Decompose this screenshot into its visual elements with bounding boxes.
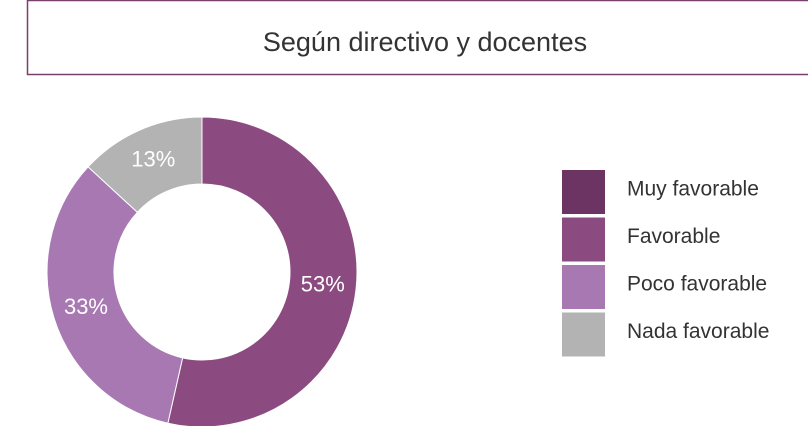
legend-label: Nada favorable [627, 320, 769, 343]
donut-slice [46, 166, 184, 424]
legend-swatch [562, 170, 605, 214]
legend-label: Favorable [627, 225, 720, 248]
legend-swatch [562, 265, 605, 309]
data-label: 53% [301, 271, 345, 296]
donut-slice [87, 116, 203, 213]
data-label: 13% [131, 147, 175, 172]
chart-title: Según directivo y docentes [263, 27, 587, 57]
legend-label: Muy favorable [627, 178, 759, 201]
donut-slice [167, 116, 358, 426]
legend-label: Poco favorable [627, 273, 767, 296]
title-box [26, 0, 808, 76]
legend-swatch [562, 217, 605, 262]
data-label: 33% [64, 294, 108, 319]
legend-swatch [562, 312, 605, 357]
